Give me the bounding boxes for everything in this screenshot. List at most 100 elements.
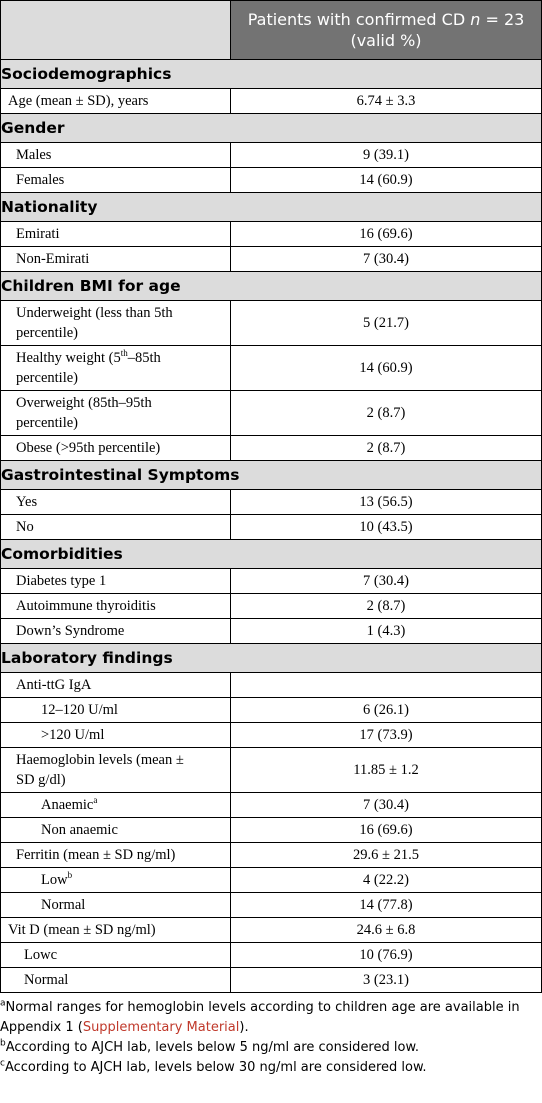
row-value: 16 (69.6) [230, 817, 542, 843]
section-row: Children BMI for age [0, 271, 542, 301]
section-row: Laboratory findings [0, 643, 542, 673]
row-label: Healthy weight (5th–85th percentile) [0, 345, 231, 391]
table-header-row: Patients with confirmed CD n = 23 (valid… [0, 0, 542, 60]
row-label: Non anaemic [0, 817, 231, 843]
table-row: Males 9 (39.1) [0, 142, 542, 168]
row-value: 14 (77.8) [230, 892, 542, 918]
row-label: No [0, 514, 231, 540]
table-row: No 10 (43.5) [0, 514, 542, 540]
row-label-line2: percentile) [16, 370, 78, 386]
section-row: Nationality [0, 192, 542, 222]
table-row: Non anaemic 16 (69.6) [0, 817, 542, 843]
table-row: Emirati 16 (69.6) [0, 221, 542, 247]
row-label-line1: Overweight (85th–95th [16, 395, 152, 411]
table-row: Anti-ttG IgA [0, 672, 542, 698]
footnote-a: aNormal ranges for hemoglobin levels acc… [0, 998, 542, 1038]
row-label: Normal [0, 892, 231, 918]
section-row: Gender [0, 113, 542, 143]
row-value [230, 672, 542, 698]
section-row: Gastrointestinal Symptoms [0, 460, 542, 490]
row-label: Age (mean ± SD), years [0, 88, 231, 114]
row-value: 1 (4.3) [230, 618, 542, 644]
section-title: Children BMI for age [0, 271, 542, 301]
table-row: Autoimmune thyroiditis 2 (8.7) [0, 593, 542, 619]
row-label-sup: a [93, 795, 98, 806]
table-row: 12–120 U/ml 6 (26.1) [0, 697, 542, 723]
row-value: 29.6 ± 21.5 [230, 842, 542, 868]
row-value: 11.85 ± 1.2 [230, 747, 542, 793]
table-row: Anaemica 7 (30.4) [0, 792, 542, 818]
row-value: 17 (73.9) [230, 722, 542, 748]
row-value: 7 (30.4) [230, 246, 542, 272]
row-value: 14 (60.9) [230, 167, 542, 193]
row-value: 7 (30.4) [230, 792, 542, 818]
row-value: 6 (26.1) [230, 697, 542, 723]
row-value: 10 (76.9) [230, 942, 542, 968]
section-title: Nationality [0, 192, 542, 222]
row-label-text: Anaemic [41, 797, 94, 813]
table-footnotes: aNormal ranges for hemoglobin levels acc… [0, 993, 542, 1078]
table-row: Females 14 (60.9) [0, 167, 542, 193]
row-value: 2 (8.7) [230, 435, 542, 461]
section-title: Comorbidities [0, 539, 542, 569]
row-label: 12–120 U/ml [0, 697, 231, 723]
table-row: Age (mean ± SD), years 6.74 ± 3.3 [0, 88, 542, 114]
table-row: Obese (>95th percentile) 2 (8.7) [0, 435, 542, 461]
row-value: 14 (60.9) [230, 345, 542, 391]
table-row: Ferritin (mean ± SD ng/ml) 29.6 ± 21.5 [0, 842, 542, 868]
footnote-b-text: According to AJCH lab, levels below 5 ng… [5, 1040, 420, 1055]
section-title: Gastrointestinal Symptoms [0, 460, 542, 490]
table-row: Overweight (85th–95th percentile) 2 (8.7) [0, 390, 542, 436]
characteristics-table: Patients with confirmed CD n = 23 (valid… [0, 0, 542, 993]
footnote-c-mark: c [0, 1058, 5, 1069]
row-label-text: Low [41, 872, 68, 888]
row-value: 13 (56.5) [230, 489, 542, 515]
table-row: Yes 13 (56.5) [0, 489, 542, 515]
row-label: Yes [0, 489, 231, 515]
row-label: Normal [0, 967, 231, 993]
header-label-cell [0, 0, 231, 60]
row-label: Females [0, 167, 231, 193]
section-title: Gender [0, 113, 542, 143]
header-value-cell: Patients with confirmed CD n = 23 (valid… [230, 0, 542, 60]
footnote-b: bAccording to AJCH lab, levels below 5 n… [0, 1038, 542, 1058]
table-row: Normal 14 (77.8) [0, 892, 542, 918]
header-value-line2: (valid %) [350, 31, 422, 50]
row-value: 6.74 ± 3.3 [230, 88, 542, 114]
row-label-line2: SD g/dl) [16, 772, 66, 788]
row-label: Lowb [0, 867, 231, 893]
row-label: Emirati [0, 221, 231, 247]
table-row: >120 U/ml 17 (73.9) [0, 722, 542, 748]
row-value: 2 (8.7) [230, 593, 542, 619]
row-label: Overweight (85th–95th percentile) [0, 390, 231, 436]
table-row: Healthy weight (5th–85th percentile) 14 (… [0, 345, 542, 391]
section-title: Laboratory findings [0, 643, 542, 673]
row-label-sup: b [67, 870, 73, 881]
row-value: 9 (39.1) [230, 142, 542, 168]
row-label: Vit D (mean ± SD ng/ml) [0, 917, 231, 943]
table-row: Diabetes type 1 7 (30.4) [0, 568, 542, 594]
table-row: Down’s Syndrome 1 (4.3) [0, 618, 542, 644]
table-row: Lowb 4 (22.2) [0, 867, 542, 893]
row-label-line1: Healthy weight (5 [16, 350, 121, 366]
row-label: Haemoglobin levels (mean ± SD g/dl) [0, 747, 231, 793]
row-value: 10 (43.5) [230, 514, 542, 540]
table-row: Normal 3 (23.1) [0, 967, 542, 993]
row-label-line2: percentile) [16, 325, 78, 341]
footnote-a-text-3: ). [239, 1020, 249, 1035]
row-value: 7 (30.4) [230, 568, 542, 594]
footnote-a-text-2: Appendix 1 ( [0, 1020, 83, 1035]
row-label: Non-Emirati [0, 246, 231, 272]
table-row: Underweight (less than 5th percentile) 5 … [0, 300, 542, 346]
footnote-c: cAccording to AJCH lab, levels below 30 … [0, 1058, 542, 1078]
row-label: >120 U/ml [0, 722, 231, 748]
row-value: 3 (23.1) [230, 967, 542, 993]
row-value: 16 (69.6) [230, 221, 542, 247]
row-label-sup: th [120, 348, 128, 359]
footnote-a-text-1: Normal ranges for hemoglobin levels acco… [5, 1000, 520, 1015]
table-row: Non-Emirati 7 (30.4) [0, 246, 542, 272]
table-row: Vit D (mean ± SD ng/ml) 24.6 ± 6.8 [0, 917, 542, 943]
row-label: Obese (>95th percentile) [0, 435, 231, 461]
supplementary-material-link[interactable]: Supplementary Material [82, 1020, 240, 1035]
row-label: Diabetes type 1 [0, 568, 231, 594]
